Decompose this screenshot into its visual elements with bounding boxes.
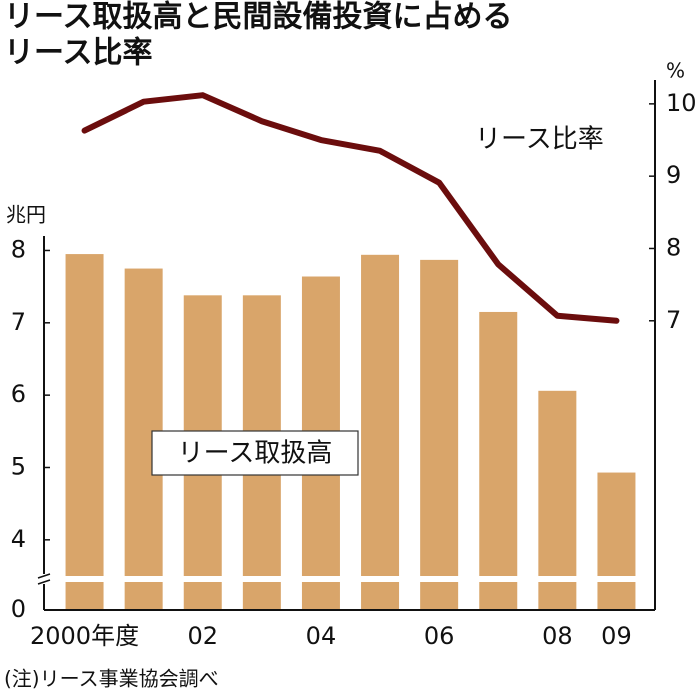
x-tick-label: 2000年度 <box>30 622 139 650</box>
bar <box>538 390 577 610</box>
chart-title: リース比率 <box>4 36 153 71</box>
x-tick-label: 04 <box>306 622 337 650</box>
y2-tick-label: 8 <box>666 233 681 261</box>
x-tick-label: 09 <box>601 622 632 650</box>
line <box>81 92 620 324</box>
series-label: リース取扱高 <box>178 439 333 469</box>
bar <box>479 311 518 610</box>
y2-tick-label: 9 <box>666 161 681 189</box>
bar <box>361 254 400 610</box>
y2-tick-label: 7 <box>666 306 681 334</box>
y-tick-label: 0 <box>11 595 26 623</box>
axis-break-gap <box>38 576 646 582</box>
bar <box>420 259 459 610</box>
bar <box>597 472 636 610</box>
x-tick-label: 02 <box>187 622 218 650</box>
chart-title: リース取扱高と民間設備投資に占める <box>4 0 513 35</box>
y-tick-label: 6 <box>11 380 26 408</box>
source-note: (注)リース事業協会調べ <box>4 667 219 691</box>
axis-break-mark <box>37 573 51 585</box>
bar <box>65 254 104 610</box>
y-tick-label: 7 <box>11 308 26 336</box>
x-tick-label: 08 <box>542 622 573 650</box>
x-tick-label: 06 <box>424 622 455 650</box>
y2-unit: % <box>666 59 685 83</box>
y-tick-label: 5 <box>11 452 26 480</box>
label-box <box>151 430 359 476</box>
y-tick-label: 8 <box>11 235 26 263</box>
y-unit: 兆円 <box>6 203 46 227</box>
y-tick-label: 4 <box>11 525 26 553</box>
y2-tick-label: 10 <box>666 89 696 117</box>
series-label: リース比率 <box>475 125 604 155</box>
